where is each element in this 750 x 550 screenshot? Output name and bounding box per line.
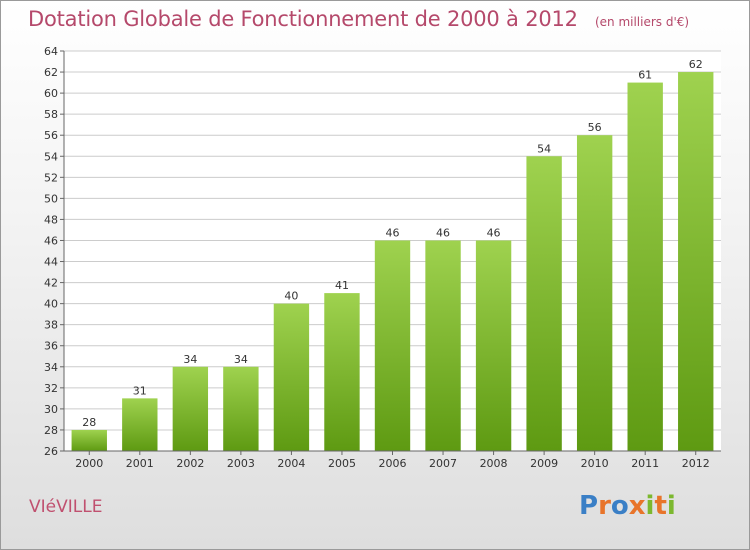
- y-tick-label: 44: [44, 256, 58, 269]
- bar: [71, 429, 107, 451]
- x-tick-label: 2000: [75, 457, 103, 470]
- logo-letter: i: [666, 491, 676, 521]
- y-tick-label: 62: [44, 66, 58, 79]
- logo-letter: t: [654, 491, 667, 521]
- chart-subtitle: (en milliers d'€): [594, 15, 690, 29]
- x-tick-label: 2005: [328, 457, 356, 470]
- x-tick-label: 2011: [631, 457, 659, 470]
- y-tick-label: 28: [44, 424, 58, 437]
- bar-value-label: 28: [82, 416, 96, 429]
- x-tick-label: 2008: [480, 457, 508, 470]
- x-tick-label: 2012: [682, 457, 710, 470]
- title-row: Dotation Globale de Fonctionnement de 20…: [28, 7, 689, 31]
- chart-title: Dotation Globale de Fonctionnement de 20…: [28, 7, 578, 31]
- bar-value-label: 46: [487, 226, 501, 239]
- bar: [678, 72, 714, 451]
- x-tick-label: 2007: [429, 457, 457, 470]
- bar-value-label: 56: [588, 121, 602, 134]
- x-tick-label: 2006: [379, 457, 407, 470]
- bar-value-label: 46: [386, 226, 400, 239]
- axis-layer: 26 28 30 32 34 36 38 40 42 44 46 48 50 52 54 56 58 60 62 64…: [44, 45, 721, 470]
- proxiti-logo: Proxiti: [579, 491, 676, 521]
- y-tick-label: 38: [44, 319, 58, 332]
- bar-value-label: 62: [689, 58, 703, 71]
- x-tick-label: 2009: [530, 457, 558, 470]
- bar-value-label: 41: [335, 279, 349, 292]
- bar-value-label: 54: [537, 142, 551, 155]
- logo-letter: P: [579, 491, 599, 521]
- bar-value-label: 46: [436, 226, 450, 239]
- bar-value-label: 34: [234, 353, 248, 366]
- y-tick-label: 30: [44, 403, 58, 416]
- bar-value-label: 34: [183, 353, 197, 366]
- x-tick-label: 2010: [581, 457, 609, 470]
- logo-letter: o: [610, 491, 629, 521]
- y-tick-label: 48: [44, 213, 58, 226]
- bar: [627, 82, 663, 451]
- y-tick-label: 34: [44, 361, 58, 374]
- y-tick-label: 26: [44, 445, 58, 458]
- bar: [526, 156, 562, 451]
- x-tick-label: 2003: [227, 457, 255, 470]
- bar: [475, 240, 512, 451]
- y-tick-label: 46: [44, 234, 58, 247]
- y-tick-label: 32: [44, 382, 58, 395]
- y-tick-label: 36: [44, 340, 58, 353]
- y-tick-label: 50: [44, 192, 58, 205]
- y-tick-label: 40: [44, 298, 58, 311]
- x-tick-label: 2002: [176, 457, 204, 470]
- commune-name: VIéVILLE: [29, 497, 103, 517]
- y-tick-label: 58: [44, 108, 58, 121]
- bar: [223, 366, 259, 451]
- bar: [122, 398, 158, 451]
- bar-value-label: 61: [638, 69, 652, 82]
- bar-value-label: 31: [133, 384, 147, 397]
- bar: [324, 293, 360, 451]
- logo-letter: i: [645, 491, 655, 521]
- x-tick-label: 2001: [126, 457, 154, 470]
- bar: [576, 135, 613, 452]
- y-tick-label: 54: [44, 150, 58, 163]
- y-tick-label: 56: [44, 129, 58, 142]
- y-tick-label: 64: [44, 45, 58, 58]
- y-tick-label: 60: [44, 87, 58, 100]
- bar-value-label: 40: [284, 290, 298, 303]
- logo-letter: r: [598, 491, 611, 521]
- bar: [273, 303, 310, 451]
- bar: [374, 240, 411, 451]
- logo-letter: x: [628, 491, 646, 521]
- bar-layer: 28 31 34 34 40 41 46 46 46 54 56 61 62: [71, 58, 714, 452]
- bar: [425, 240, 461, 451]
- x-tick-label: 2004: [277, 457, 305, 470]
- bar: [172, 366, 209, 451]
- y-tick-label: 42: [44, 277, 58, 290]
- y-tick-label: 52: [44, 171, 58, 184]
